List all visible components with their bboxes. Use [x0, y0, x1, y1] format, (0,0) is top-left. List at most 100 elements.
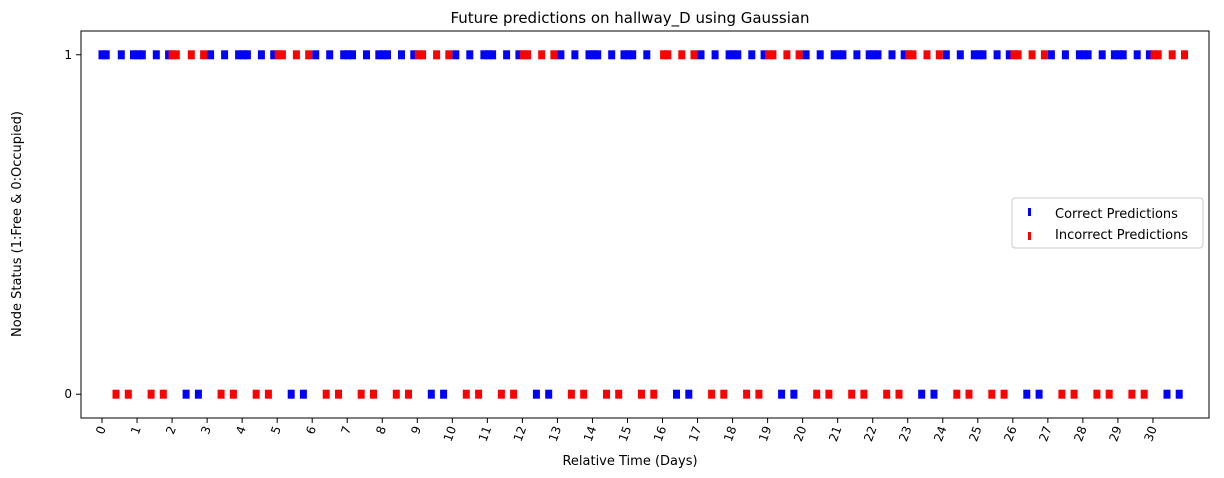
- x-tick-label: 30: [1141, 424, 1159, 443]
- data-point: [664, 50, 672, 60]
- data-point: [765, 50, 773, 60]
- data-point: [590, 50, 597, 60]
- data-point: [993, 50, 1001, 60]
- data-point: [1175, 389, 1183, 399]
- data-point: [825, 389, 833, 399]
- data-point: [452, 50, 460, 60]
- data-point: [979, 50, 987, 60]
- data-point: [217, 389, 225, 399]
- data-point: [264, 389, 272, 399]
- x-tick-label: 15: [616, 424, 634, 443]
- data-point: [802, 50, 810, 60]
- data-point: [603, 389, 610, 399]
- data-point: [414, 50, 422, 60]
- data-point: [532, 389, 540, 399]
- data-point: [1128, 389, 1136, 399]
- legend-marker-incorrect: [1028, 232, 1031, 240]
- data-point: [629, 50, 637, 60]
- data-point: [152, 50, 160, 60]
- data-point: [571, 50, 579, 60]
- data-point: [1093, 389, 1101, 399]
- x-tick-label: 16: [651, 424, 669, 443]
- x-axis-label: Relative Time (Days): [562, 454, 697, 469]
- x-tick-label: 8: [373, 424, 389, 436]
- data-point: [252, 389, 260, 399]
- data-point: [615, 389, 623, 399]
- data-point: [278, 50, 286, 60]
- data-point: [660, 50, 668, 60]
- data-point: [159, 389, 167, 399]
- x-tick-label: 5: [268, 424, 284, 436]
- legend-label-incorrect: Incorrect Predictions: [1055, 228, 1188, 243]
- data-point: [1010, 50, 1018, 60]
- data-point: [1163, 389, 1171, 399]
- x-tick-label: 18: [721, 424, 739, 443]
- data-point: [538, 50, 546, 60]
- data-point: [905, 50, 913, 60]
- data-point: [363, 50, 370, 60]
- plot-frame: [80, 30, 1210, 419]
- data-point: [462, 389, 470, 399]
- data-point: [545, 389, 553, 399]
- data-point: [112, 389, 120, 399]
- data-point: [743, 389, 751, 399]
- data-point: [1145, 50, 1153, 60]
- data-point: [1075, 50, 1083, 60]
- x-axis-ticks: 0 1 2 3 4 5 6 7 8 9 10 11 12 13 14 15 16 17 18 19 20 21 22 23 24…: [93, 418, 1160, 443]
- x-tick-label: 6: [303, 424, 319, 436]
- data-point: [98, 50, 106, 60]
- data-point: [102, 50, 110, 60]
- data-point: [1014, 50, 1022, 60]
- data-point: [200, 50, 208, 60]
- data-point: [299, 389, 307, 399]
- data-point: [182, 389, 190, 399]
- data-point: [580, 389, 588, 399]
- data-point: [895, 389, 903, 399]
- data-markers: [98, 50, 1188, 399]
- data-point: [685, 389, 693, 399]
- data-point: [357, 389, 365, 399]
- data-point: [497, 389, 505, 399]
- data-point: [1035, 389, 1043, 399]
- data-point: [830, 50, 838, 60]
- data-point: [625, 50, 632, 60]
- data-point: [1084, 50, 1092, 60]
- data-point: [860, 389, 868, 399]
- data-point: [340, 50, 348, 60]
- y-tick-label: 1: [64, 48, 72, 62]
- data-point: [620, 50, 628, 60]
- data-point: [1005, 50, 1013, 60]
- data-point: [883, 389, 891, 399]
- plot-area: [80, 30, 1210, 419]
- data-point: [725, 50, 733, 60]
- legend-label-correct: Correct Predictions: [1055, 207, 1178, 222]
- x-tick-label: 3: [198, 424, 214, 436]
- data-point: [194, 389, 202, 399]
- data-point: [748, 50, 756, 60]
- x-tick-label: 14: [581, 424, 599, 443]
- data-point: [923, 50, 931, 60]
- data-point: [147, 389, 155, 399]
- series-incorrect: [112, 50, 1188, 399]
- data-point: [557, 50, 565, 60]
- data-point: [1115, 50, 1123, 60]
- data-point: [650, 389, 658, 399]
- data-point: [1098, 50, 1106, 60]
- x-tick-label: 10: [441, 424, 459, 443]
- y-axis-ticks: 01: [64, 48, 81, 401]
- data-point: [935, 50, 943, 60]
- data-point: [1040, 50, 1048, 60]
- x-tick-label: 27: [1036, 424, 1054, 443]
- data-point: [585, 50, 593, 60]
- data-point: [813, 389, 821, 399]
- data-point: [257, 50, 265, 60]
- x-tick-label: 9: [408, 424, 424, 436]
- data-point: [795, 50, 803, 60]
- data-point: [287, 389, 295, 399]
- data-point: [594, 50, 602, 60]
- data-point: [466, 50, 474, 60]
- data-point: [638, 389, 645, 399]
- x-tick-label: 28: [1071, 424, 1089, 443]
- data-point: [730, 50, 738, 60]
- data-point: [475, 389, 483, 399]
